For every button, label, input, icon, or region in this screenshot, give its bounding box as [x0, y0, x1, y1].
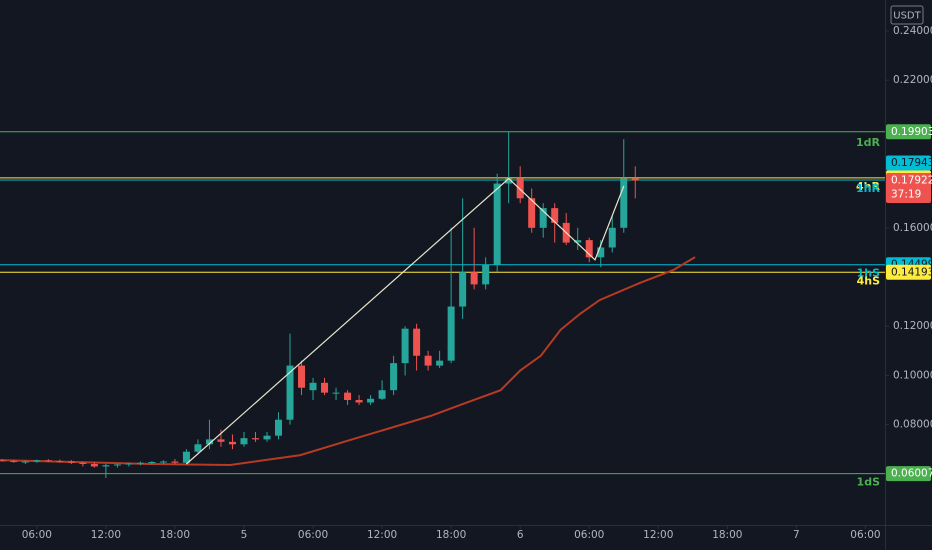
- candle-body: [125, 463, 133, 465]
- candle-body: [413, 328, 421, 356]
- currency-box[interactable]: [890, 5, 924, 25]
- candle-body: [90, 463, 98, 467]
- candle-body: [263, 435, 271, 440]
- candle-body: [344, 392, 352, 401]
- candle-body: [33, 460, 41, 462]
- candle-body: [459, 272, 467, 307]
- level-name: 4hR: [856, 180, 880, 193]
- level-name: 1dS: [857, 476, 881, 489]
- candle-body: [528, 198, 536, 228]
- candle-body: [321, 382, 329, 393]
- candle-body: [102, 465, 110, 467]
- candle-body: [298, 365, 306, 388]
- candle-body: [424, 355, 432, 366]
- x-tick-label: 06:00: [22, 529, 52, 541]
- candle-body: [21, 461, 29, 463]
- candle-body: [378, 390, 386, 399]
- candle-body: [355, 400, 363, 403]
- x-tick-label: 18:00: [160, 529, 190, 541]
- trendline: [186, 177, 625, 465]
- price-tag-label: 0.06007: [891, 468, 932, 480]
- x-tick-label: 06:00: [574, 529, 604, 541]
- candle-body: [390, 363, 398, 391]
- candle-body: [182, 451, 190, 463]
- candle-body: [240, 438, 248, 445]
- countdown: 37:19: [891, 189, 921, 201]
- candle-body: [44, 460, 52, 462]
- candle-body: [482, 264, 490, 285]
- candle-body: [286, 365, 294, 420]
- candle-body: [171, 461, 179, 463]
- candle-body: [275, 419, 283, 436]
- price-tag-label: 0.14193: [891, 266, 932, 278]
- price-tag: [886, 155, 931, 171]
- x-tick-label: 12:00: [91, 529, 121, 541]
- x-tick-label: 5: [241, 529, 248, 541]
- x-tick-label: 06:00: [298, 529, 328, 541]
- candle-body: [620, 178, 628, 228]
- x-tick-label: 18:00: [436, 529, 466, 541]
- candle-body: [447, 306, 455, 361]
- candle-body: [493, 183, 501, 265]
- candle-body: [0, 460, 6, 462]
- candle-body: [332, 392, 340, 394]
- candle-body: [505, 178, 513, 184]
- candle-body: [79, 462, 87, 464]
- candle-body: [574, 240, 582, 243]
- price-tag-label: 0.17922: [891, 175, 932, 187]
- price-tag-label: 0.19903: [891, 126, 932, 138]
- candle-body: [251, 438, 259, 440]
- candle-body: [608, 227, 616, 248]
- level-name: 4hS: [857, 274, 880, 287]
- candle-body: [194, 444, 202, 452]
- candle-body: [470, 272, 478, 285]
- x-tick-label: 6: [517, 529, 524, 541]
- candle-body: [585, 240, 593, 258]
- candle-body: [113, 464, 121, 466]
- candle-body: [631, 178, 639, 181]
- price-tag-label: 0.17943: [891, 157, 932, 169]
- level-name: 1hS: [857, 267, 880, 280]
- candle-body: [597, 247, 605, 258]
- price-tag: [886, 173, 931, 204]
- x-tick-label: 12:00: [643, 529, 673, 541]
- level-name: 1hR: [856, 182, 880, 195]
- candle-body: [436, 360, 444, 366]
- candle-body: [309, 382, 317, 391]
- currency: USDT: [893, 11, 921, 22]
- x-tick-label: 7: [793, 529, 800, 541]
- candle-body: [551, 208, 559, 223]
- candle-body: [401, 328, 409, 364]
- moving-average: [0, 256, 696, 467]
- candle-body: [67, 461, 75, 463]
- x-tick-label: 12:00: [367, 529, 397, 541]
- candle-body: [516, 178, 524, 199]
- candle-body: [159, 461, 167, 463]
- price-tag: [886, 124, 931, 140]
- candle-body: [367, 398, 375, 403]
- candle-body: [205, 439, 213, 445]
- candle-body: [217, 439, 225, 442]
- candle-body: [136, 462, 144, 464]
- candle-body: [148, 462, 156, 464]
- candle-body: [539, 208, 547, 228]
- level-name: 1dR: [856, 136, 881, 149]
- x-tick-label: 06:00: [850, 529, 880, 541]
- price-tag: [886, 466, 931, 482]
- candle-body: [56, 461, 64, 463]
- candle-body: [228, 441, 236, 445]
- price-tag: [886, 264, 931, 280]
- x-tick-label: 18:00: [712, 529, 742, 541]
- candle-body: [10, 461, 18, 463]
